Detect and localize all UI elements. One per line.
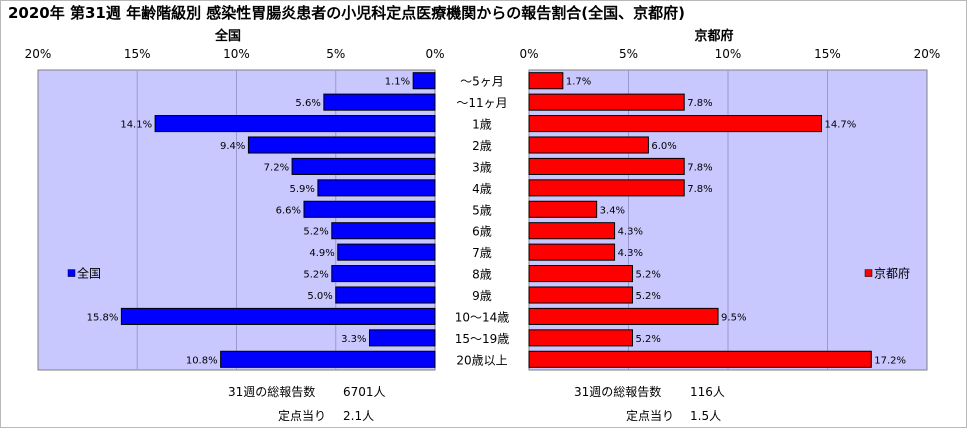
national-data-label: 5.0%: [307, 291, 332, 302]
national-per-site-value: 2.1人: [343, 409, 375, 423]
national-data-label: 14.1%: [120, 120, 152, 131]
kyoto-panel-label: 京都府: [694, 28, 733, 44]
national-tick-label: 15%: [124, 47, 151, 61]
kyoto-weekly-label: 31週の総報告数: [574, 385, 662, 399]
kyoto-bar: [528, 115, 823, 133]
kyoto-bar: [528, 200, 598, 218]
kyoto-data-label: 7.8%: [687, 98, 712, 109]
category-label: 6歳: [472, 225, 492, 239]
national-per-site-label: 定点当り: [278, 409, 327, 423]
national-data-label: 7.2%: [264, 162, 289, 173]
category-label: 3歳: [472, 160, 492, 174]
category-label: 15～19歳: [455, 332, 510, 346]
kyoto-data-label: 3.4%: [600, 205, 625, 216]
kyoto-per-site-label: 定点当り: [626, 409, 675, 423]
kyoto-bar: [528, 222, 616, 240]
national-bar: [303, 200, 436, 218]
kyoto-data-label: 1.7%: [566, 77, 591, 88]
national-data-label: 5.2%: [303, 227, 328, 238]
national-legend-swatch: [67, 269, 76, 277]
kyoto-bar: [528, 243, 616, 261]
kyoto-tick-label: 10%: [715, 47, 742, 61]
national-bar: [331, 265, 436, 283]
category-label: 7歳: [472, 246, 492, 260]
national-tick-label: 20%: [25, 47, 52, 61]
kyoto-bar: [528, 72, 564, 90]
national-data-label: 15.8%: [87, 312, 119, 323]
category-label: 4歳: [472, 182, 492, 196]
national-tick-label: 5%: [326, 47, 345, 61]
kyoto-legend-label: 京都府: [874, 266, 910, 281]
national-bar: [368, 329, 436, 347]
national-data-label: 1.1%: [385, 77, 410, 88]
kyoto-data-label: 6.0%: [651, 141, 676, 152]
national-bar: [220, 350, 436, 368]
category-label: 10～14歳: [455, 310, 510, 324]
kyoto-data-label: 7.8%: [687, 162, 712, 173]
category-label: 1歳: [472, 118, 492, 132]
national-bar: [247, 136, 436, 154]
national-data-label: 9.4%: [220, 141, 245, 152]
kyoto-tick-label: 0%: [519, 47, 538, 61]
kyoto-legend-swatch: [864, 269, 873, 277]
national-data-label: 5.9%: [289, 184, 314, 195]
category-label: 20歳以上: [456, 353, 507, 367]
kyoto-data-label: 7.8%: [687, 184, 712, 195]
kyoto-bar: [528, 350, 872, 368]
national-bar: [154, 115, 436, 133]
national-weekly-label: 31週の総報告数: [228, 385, 316, 399]
national-data-label: 5.2%: [303, 270, 328, 281]
national-bar: [335, 286, 436, 304]
national-bar: [120, 307, 436, 325]
national-data-label: 10.8%: [186, 355, 218, 366]
kyoto-bar: [528, 157, 685, 175]
national-data-label: 3.3%: [341, 334, 366, 345]
category-label: 5歳: [472, 203, 492, 217]
kyoto-data-label: 17.2%: [874, 355, 906, 366]
national-bar: [317, 179, 436, 197]
category-label: 2歳: [472, 139, 492, 153]
national-data-label: 6.6%: [276, 205, 301, 216]
kyoto-bar: [528, 307, 719, 325]
kyoto-tick-label: 15%: [814, 47, 841, 61]
kyoto-data-label: 4.3%: [618, 248, 643, 259]
national-weekly-value: 6701人: [343, 385, 386, 399]
national-bar: [331, 222, 436, 240]
national-tick-label: 0%: [425, 47, 444, 61]
national-bar: [412, 72, 436, 90]
national-bar: [323, 93, 436, 111]
kyoto-data-label: 14.7%: [825, 120, 857, 131]
kyoto-data-label: 9.5%: [721, 312, 746, 323]
category-label: ～11ヶ月: [456, 96, 507, 110]
kyoto-bar: [528, 136, 649, 154]
kyoto-bar: [528, 329, 633, 347]
kyoto-bar: [528, 286, 633, 304]
national-data-label: 5.6%: [295, 98, 320, 109]
kyoto-tick-label: 5%: [619, 47, 638, 61]
category-label: ～5ヶ月: [460, 75, 504, 89]
kyoto-bar: [528, 93, 685, 111]
kyoto-bar: [528, 265, 633, 283]
national-tick-label: 10%: [223, 47, 250, 61]
kyoto-per-site-value: 1.5人: [690, 409, 722, 423]
kyoto-data-label: 5.2%: [635, 270, 660, 281]
national-bar: [337, 243, 436, 261]
national-data-label: 4.9%: [309, 248, 334, 259]
kyoto-weekly-value: 116人: [690, 385, 725, 399]
chart-title: 2020年 第31週 年齢階級別 感染性胃腸炎患者の小児科定点医療機関からの報告…: [8, 4, 686, 22]
kyoto-bar: [528, 179, 685, 197]
category-label: 8歳: [472, 268, 492, 282]
kyoto-tick-label: 20%: [914, 47, 941, 61]
national-bar: [291, 157, 436, 175]
category-label: 9歳: [472, 289, 492, 303]
kyoto-data-label: 5.2%: [635, 334, 660, 345]
kyoto-data-label: 4.3%: [618, 227, 643, 238]
kyoto-data-label: 5.2%: [635, 291, 660, 302]
national-legend-label: 全国: [77, 266, 101, 281]
national-panel-label: 全国: [214, 28, 241, 44]
